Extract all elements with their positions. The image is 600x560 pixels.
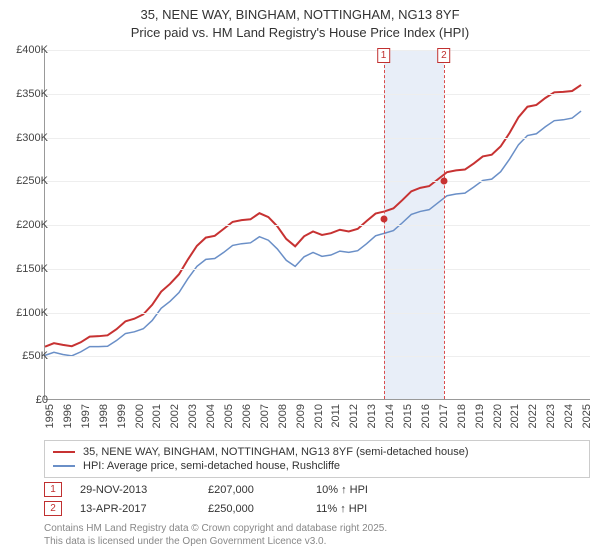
sale-price: £250,000 [208, 503, 298, 515]
x-axis-label: 2001 [151, 404, 163, 428]
gridline [45, 181, 590, 182]
y-axis-label: £300K [0, 132, 48, 144]
title-block: 35, NENE WAY, BINGHAM, NOTTINGHAM, NG13 … [0, 0, 600, 43]
x-axis-label: 2012 [348, 404, 360, 428]
chart-container: 35, NENE WAY, BINGHAM, NOTTINGHAM, NG13 … [0, 0, 600, 560]
x-axis-label: 1996 [62, 404, 74, 428]
chart-plot-area: 12 [44, 50, 590, 400]
x-axis-label: 2000 [134, 404, 146, 428]
x-axis-label: 2021 [509, 404, 521, 428]
y-axis-label: £100K [0, 307, 48, 319]
gridline [45, 313, 590, 314]
y-axis-label: £50K [0, 350, 48, 362]
sale-delta-vs-hpi: 11% ↑ HPI [316, 503, 436, 515]
footer-line-2: This data is licensed under the Open Gov… [44, 535, 590, 548]
legend-item: HPI: Average price, semi-detached house,… [53, 459, 581, 473]
footer-attribution: Contains HM Land Registry data © Crown c… [44, 522, 590, 548]
x-axis-label: 2017 [438, 404, 450, 428]
x-axis-label: 2025 [581, 404, 593, 428]
y-axis-label: £0 [0, 394, 48, 406]
legend-item: 35, NENE WAY, BINGHAM, NOTTINGHAM, NG13 … [53, 445, 581, 459]
x-axis-label: 2014 [384, 404, 396, 428]
y-axis-label: £400K [0, 44, 48, 56]
title-line-2: Price paid vs. HM Land Registry's House … [0, 24, 600, 42]
legend-swatch [53, 465, 75, 467]
legend: 35, NENE WAY, BINGHAM, NOTTINGHAM, NG13 … [44, 440, 590, 478]
x-axis-label: 2008 [277, 404, 289, 428]
y-axis-label: £250K [0, 175, 48, 187]
x-axis-label: 2022 [527, 404, 539, 428]
y-axis-label: £350K [0, 88, 48, 100]
x-axis-label: 2020 [492, 404, 504, 428]
x-axis-label: 2018 [456, 404, 468, 428]
legend-swatch [53, 451, 75, 453]
gridline [45, 225, 590, 226]
gridline [45, 356, 590, 357]
x-axis-label: 2006 [241, 404, 253, 428]
x-axis-label: 2004 [205, 404, 217, 428]
sale-price: £207,000 [208, 484, 298, 496]
sale-marker-line [384, 50, 385, 399]
x-axis-label: 1995 [44, 404, 56, 428]
legend-label: 35, NENE WAY, BINGHAM, NOTTINGHAM, NG13 … [83, 446, 469, 458]
sale-marker-badge: 1 [44, 482, 62, 497]
x-axis-label: 2016 [420, 404, 432, 428]
series-line [45, 85, 581, 347]
y-axis-label: £150K [0, 263, 48, 275]
x-axis-label: 2003 [187, 404, 199, 428]
sale-date: 13-APR-2017 [80, 503, 190, 515]
sale-point-dot [380, 215, 387, 222]
sale-marker-badge: 2 [44, 501, 62, 516]
x-axis-label: 2005 [223, 404, 235, 428]
x-axis-label: 1999 [116, 404, 128, 428]
x-axis-label: 2023 [545, 404, 557, 428]
x-axis-label: 1998 [98, 404, 110, 428]
x-axis-label: 2010 [313, 404, 325, 428]
sale-row: 2 13-APR-2017 £250,000 11% ↑ HPI [44, 499, 590, 518]
legend-label: HPI: Average price, semi-detached house,… [83, 460, 340, 472]
x-axis-label: 2019 [474, 404, 486, 428]
sale-row: 1 29-NOV-2013 £207,000 10% ↑ HPI [44, 480, 590, 499]
x-axis-label: 2009 [295, 404, 307, 428]
sale-delta-vs-hpi: 10% ↑ HPI [316, 484, 436, 496]
x-axis-label: 1997 [80, 404, 92, 428]
y-axis-label: £200K [0, 219, 48, 231]
x-axis-label: 2013 [366, 404, 378, 428]
gridline [45, 138, 590, 139]
series-line [45, 111, 581, 356]
gridline [45, 50, 590, 51]
x-axis-label: 2007 [259, 404, 271, 428]
gridline [45, 269, 590, 270]
sale-point-dot [440, 178, 447, 185]
x-axis-label: 2015 [402, 404, 414, 428]
title-line-1: 35, NENE WAY, BINGHAM, NOTTINGHAM, NG13 … [0, 6, 600, 24]
sale-date: 29-NOV-2013 [80, 484, 190, 496]
x-axis-label: 2002 [169, 404, 181, 428]
x-axis-label: 2024 [563, 404, 575, 428]
sale-marker-badge: 2 [437, 48, 451, 63]
gridline [45, 94, 590, 95]
x-axis-label: 2011 [330, 404, 342, 428]
footer-line-1: Contains HM Land Registry data © Crown c… [44, 522, 590, 535]
sale-marker-line [444, 50, 445, 399]
sale-marker-badge: 1 [377, 48, 391, 63]
sales-table: 1 29-NOV-2013 £207,000 10% ↑ HPI 2 13-AP… [44, 480, 590, 518]
